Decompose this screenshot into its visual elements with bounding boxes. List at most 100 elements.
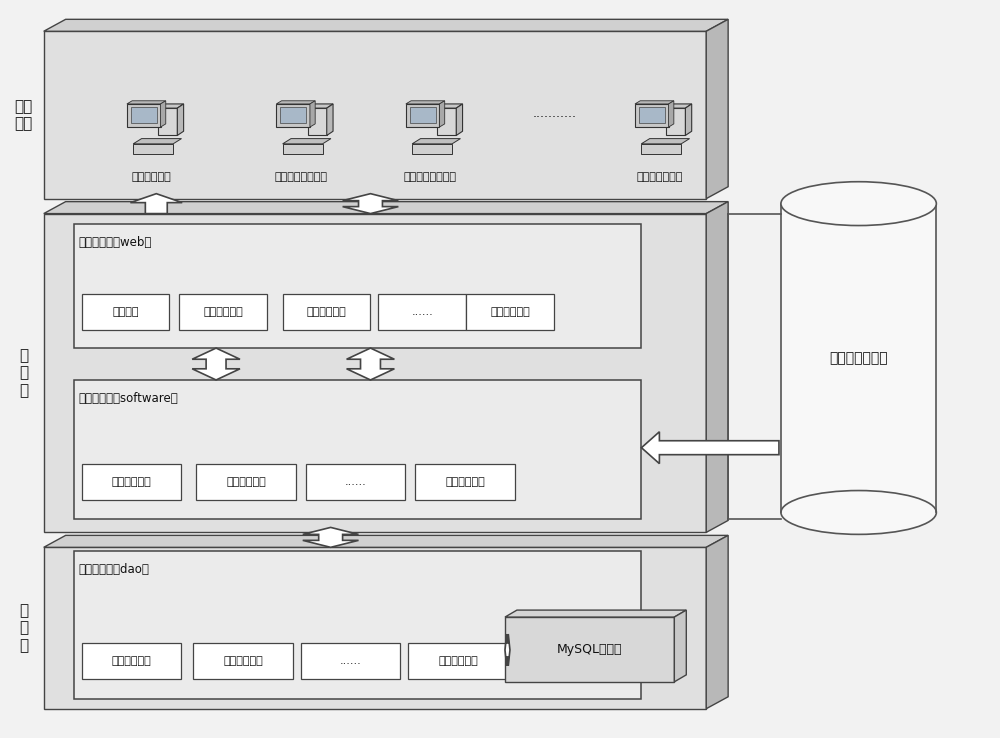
Polygon shape bbox=[505, 617, 674, 682]
Text: 服务状态曲线: 服务状态曲线 bbox=[307, 307, 347, 317]
Polygon shape bbox=[456, 104, 463, 136]
Polygon shape bbox=[505, 610, 686, 617]
Bar bbox=[131, 107, 157, 123]
Text: 表示层逻辑（web）: 表示层逻辑（web） bbox=[79, 235, 152, 249]
Text: 感知平台终端: 感知平台终端 bbox=[131, 172, 171, 182]
Polygon shape bbox=[406, 104, 439, 127]
Bar bbox=[639, 107, 665, 123]
Text: MySQL数据库: MySQL数据库 bbox=[557, 643, 622, 656]
Text: 服务状态列表: 服务状态列表 bbox=[490, 307, 530, 317]
Polygon shape bbox=[177, 104, 184, 136]
Text: 中
间
层: 中 间 层 bbox=[19, 348, 28, 398]
Polygon shape bbox=[44, 19, 728, 31]
Bar bbox=[415, 463, 515, 500]
Bar bbox=[408, 643, 508, 679]
Polygon shape bbox=[44, 213, 706, 532]
Polygon shape bbox=[158, 108, 177, 136]
Bar bbox=[196, 463, 296, 500]
Polygon shape bbox=[44, 31, 706, 199]
Bar bbox=[82, 643, 181, 679]
Polygon shape bbox=[347, 348, 394, 380]
Bar bbox=[781, 204, 936, 512]
Text: 服务状态模块: 服务状态模块 bbox=[438, 656, 478, 666]
Polygon shape bbox=[303, 528, 359, 548]
Polygon shape bbox=[706, 535, 728, 708]
Polygon shape bbox=[44, 548, 706, 708]
Polygon shape bbox=[308, 108, 327, 136]
Polygon shape bbox=[310, 101, 315, 127]
Text: 同步审核列表: 同步审核列表 bbox=[203, 307, 243, 317]
Text: 数据同步模块: 数据同步模块 bbox=[223, 656, 263, 666]
Bar bbox=[410, 107, 436, 123]
Polygon shape bbox=[161, 101, 166, 127]
Polygon shape bbox=[437, 104, 463, 108]
Polygon shape bbox=[127, 104, 161, 127]
Polygon shape bbox=[276, 104, 310, 127]
Text: 数据同步模块: 数据同步模块 bbox=[226, 477, 266, 486]
Polygon shape bbox=[635, 101, 674, 104]
Ellipse shape bbox=[781, 182, 936, 226]
Bar bbox=[179, 294, 267, 330]
Polygon shape bbox=[641, 139, 690, 144]
Polygon shape bbox=[685, 104, 692, 136]
Polygon shape bbox=[130, 193, 182, 213]
Text: 用户权限模块: 用户权限模块 bbox=[112, 656, 151, 666]
Bar bbox=[306, 463, 405, 500]
Polygon shape bbox=[666, 108, 685, 136]
Text: 上层网管平台终端: 上层网管平台终端 bbox=[274, 172, 327, 182]
Bar bbox=[82, 294, 169, 330]
Ellipse shape bbox=[781, 491, 936, 534]
Bar bbox=[74, 380, 641, 520]
Polygon shape bbox=[127, 101, 166, 104]
Text: 用户权限模块: 用户权限模块 bbox=[112, 477, 151, 486]
Text: 业务持久层（dao）: 业务持久层（dao） bbox=[79, 563, 149, 576]
Polygon shape bbox=[641, 144, 681, 154]
Text: ......: ...... bbox=[340, 656, 361, 666]
Text: 上层系统平台终端: 上层系统平台终端 bbox=[404, 172, 457, 182]
Polygon shape bbox=[158, 104, 184, 108]
Polygon shape bbox=[327, 104, 333, 136]
Bar bbox=[280, 107, 306, 123]
Text: 大数据服务平台: 大数据服务平台 bbox=[829, 351, 888, 365]
Text: 业务逻辑层（software）: 业务逻辑层（software） bbox=[79, 392, 178, 405]
Polygon shape bbox=[133, 139, 182, 144]
Polygon shape bbox=[439, 101, 445, 127]
Polygon shape bbox=[412, 144, 452, 154]
Polygon shape bbox=[44, 201, 728, 213]
Polygon shape bbox=[505, 634, 510, 666]
Polygon shape bbox=[276, 101, 315, 104]
Bar bbox=[301, 643, 400, 679]
Bar bbox=[466, 294, 554, 330]
Polygon shape bbox=[437, 108, 456, 136]
Polygon shape bbox=[706, 201, 728, 532]
Polygon shape bbox=[706, 19, 728, 199]
Bar bbox=[193, 643, 293, 679]
Polygon shape bbox=[412, 139, 460, 144]
Polygon shape bbox=[641, 432, 779, 463]
Text: 第三方平台终端: 第三方平台终端 bbox=[636, 172, 683, 182]
Text: ......: ...... bbox=[411, 307, 433, 317]
Polygon shape bbox=[666, 104, 692, 108]
Polygon shape bbox=[669, 101, 674, 127]
Polygon shape bbox=[308, 104, 333, 108]
Text: 上层
应用: 上层 应用 bbox=[15, 99, 33, 131]
Bar bbox=[283, 294, 370, 330]
Text: 用户登录: 用户登录 bbox=[112, 307, 139, 317]
Text: ......: ...... bbox=[345, 477, 366, 486]
Polygon shape bbox=[283, 139, 331, 144]
Text: 服务状态模块: 服务状态模块 bbox=[445, 477, 485, 486]
Text: ...........: ........... bbox=[533, 108, 577, 120]
Bar bbox=[82, 463, 181, 500]
Polygon shape bbox=[133, 144, 173, 154]
Polygon shape bbox=[44, 535, 728, 548]
Bar bbox=[378, 294, 466, 330]
Polygon shape bbox=[406, 101, 445, 104]
Bar bbox=[74, 551, 641, 699]
Polygon shape bbox=[283, 144, 323, 154]
Polygon shape bbox=[674, 610, 686, 682]
Bar bbox=[74, 224, 641, 348]
Polygon shape bbox=[192, 348, 240, 380]
Text: 持
久
层: 持 久 层 bbox=[19, 603, 28, 653]
Polygon shape bbox=[635, 104, 669, 127]
Polygon shape bbox=[343, 193, 398, 213]
